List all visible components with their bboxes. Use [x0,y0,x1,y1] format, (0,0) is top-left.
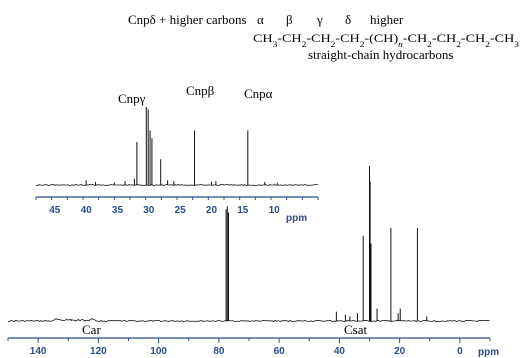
tick-label: 140 [30,346,47,357]
tick-label: 15 [237,205,249,216]
structure-annotation: α β γ δ higher CH 3-CH 2-CH 2-CH 2-(CH) n-CH 2… [253,12,519,62]
structure-caption: straight-chain hydrocarbons [308,47,453,62]
tick-label: 40 [81,205,93,216]
inset-spectrum-trace [35,184,319,186]
region-label-csat: Csat [344,322,368,337]
main-spectrum: 140 120 100 80 60 40 20 0 ppm Car Csat [7,166,499,358]
tick-label: 40 [334,346,346,357]
peak-label-cnp-gamma: Cnpγ [118,91,146,106]
tick-label: 80 [213,346,225,357]
main-peaks [70,166,428,321]
tick-label: 25 [175,205,187,216]
region-label-car: Car [82,322,101,337]
structure-formula: CH 3-CH 2-CH 2-CH 2-(CH) n-CH 2-CH 2-CH 2-CH 3 [253,31,519,49]
tick-label: 30 [143,205,155,216]
inset-x-axis-unit: ppm [286,213,307,224]
peak-label-cnp-beta: Cnpβ [186,83,215,98]
inset-x-ticks: 45 40 35 30 25 20 15 10 [35,197,319,216]
tick-label: 20 [206,205,218,216]
tick-label: 45 [49,205,61,216]
peak-label-cnp-delta: Cnpδ + higher carbons [128,12,247,27]
tick-label: 0 [457,346,463,357]
greek-delta: δ [345,12,351,27]
tick-label: 100 [150,346,167,357]
tick-label: 120 [90,346,107,357]
tick-label: 20 [394,346,406,357]
greek-beta: β [286,12,293,27]
tick-label: 60 [274,346,286,357]
greek-higher: higher [370,12,404,27]
tick-label: 35 [112,205,124,216]
main-x-axis-unit: ppm [478,347,499,358]
greek-alpha: α [257,12,264,27]
inset-peaks [85,107,278,185]
tick-label: 10 [269,205,281,216]
main-x-ticks: 140 120 100 80 60 40 20 0 [7,338,491,357]
inset-spectrum: 45 40 35 30 25 20 15 10 ppm Cnpδ + higher carbo… [35,12,319,224]
greek-gamma: γ [316,12,323,27]
main-spectrum-trace [8,317,490,323]
peak-label-cnp-alpha: Cnpα [244,86,273,101]
